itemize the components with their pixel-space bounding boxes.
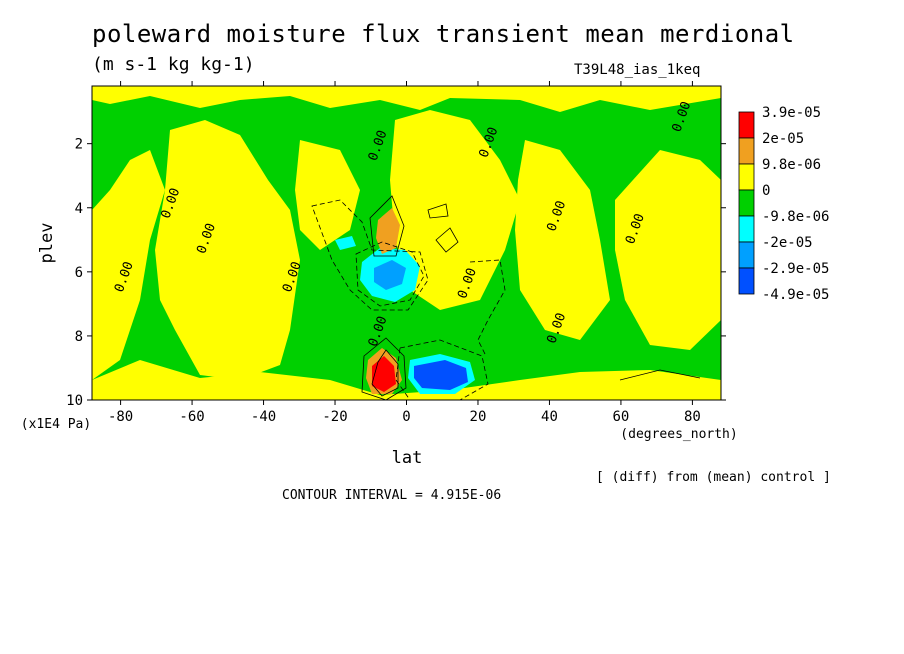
- region-blue: [414, 360, 468, 390]
- x-tick-label: 80: [684, 409, 701, 425]
- chart-title: poleward moisture flux transient mean me…: [92, 20, 795, 48]
- legend-label: -9.8e-06: [762, 209, 829, 225]
- region-yellow-west: [92, 150, 165, 380]
- y-axis-units: (x1E4 Pa): [21, 417, 91, 432]
- legend-swatch: [738, 215, 755, 243]
- region-sky: [374, 260, 406, 290]
- legend-swatch: [738, 189, 755, 217]
- region-yellow-nh2: [615, 150, 721, 350]
- y-tick-label: 4: [75, 201, 83, 217]
- y-tick-label: 6: [75, 265, 83, 281]
- legend-label: 9.8e-06: [762, 157, 821, 173]
- legend-label: 2e-05: [762, 131, 804, 147]
- x-tick-label: -20: [322, 409, 347, 425]
- y-tick-label: 2: [75, 137, 83, 153]
- legend-swatch: [738, 241, 755, 269]
- y-axis-label: plev: [37, 223, 57, 264]
- plot-field: [92, 86, 721, 400]
- x-tick-label: 0: [402, 409, 410, 425]
- region-orange: [376, 208, 400, 254]
- x-tick-label: -60: [179, 409, 204, 425]
- run-id: T39L48_ias_1keq: [574, 62, 701, 78]
- region-yellow-nh: [515, 140, 610, 340]
- legend-swatch: [738, 163, 755, 191]
- region-yellow-top: [92, 86, 721, 112]
- y-tick-label: 8: [75, 329, 83, 345]
- x-tick-label: -80: [108, 409, 133, 425]
- x-axis-units: (degrees_north): [620, 427, 737, 442]
- region-yellow-bottom: [92, 360, 721, 400]
- y-axis: 2 4 6 8 10: [66, 137, 726, 409]
- x-tick-label: 20: [470, 409, 487, 425]
- legend-swatch: [738, 137, 755, 165]
- x-tick-label: -40: [251, 409, 276, 425]
- region-yellow-sh2: [295, 140, 360, 250]
- x-tick-label: 40: [541, 409, 558, 425]
- legend-label: -2.9e-05: [762, 261, 829, 277]
- negative-contours: [311, 199, 506, 400]
- legend-label: 0: [762, 183, 770, 199]
- legend-swatch: [738, 267, 755, 295]
- legend-label: 3.9e-05: [762, 105, 821, 121]
- color-legend: 3.9e-05 2e-05 9.8e-06 0 -9.8e-06 -2e-05 -2.9e-…: [738, 105, 829, 303]
- y-tick-label: 10: [66, 393, 83, 409]
- legend-swatch: [738, 111, 755, 139]
- legend-label: -4.9e-05: [762, 287, 829, 303]
- region-cyan-small: [335, 236, 356, 250]
- x-axis-label: lat: [392, 448, 423, 468]
- contour-interval: CONTOUR INTERVAL = 4.915E-06: [282, 488, 502, 503]
- contour-lines: [361, 195, 701, 400]
- region-red: [372, 356, 396, 392]
- x-axis: -80 -60 -40 -20 0 20 40 60 80: [108, 81, 701, 425]
- x-tick-label: 60: [613, 409, 630, 425]
- diff-note: [ (diff) from (mean) control ]: [596, 470, 831, 485]
- region-yellow-sh: [155, 120, 300, 380]
- chart-units: (m s-1 kg kg-1): [92, 54, 255, 75]
- legend-label: -2e-05: [762, 235, 813, 251]
